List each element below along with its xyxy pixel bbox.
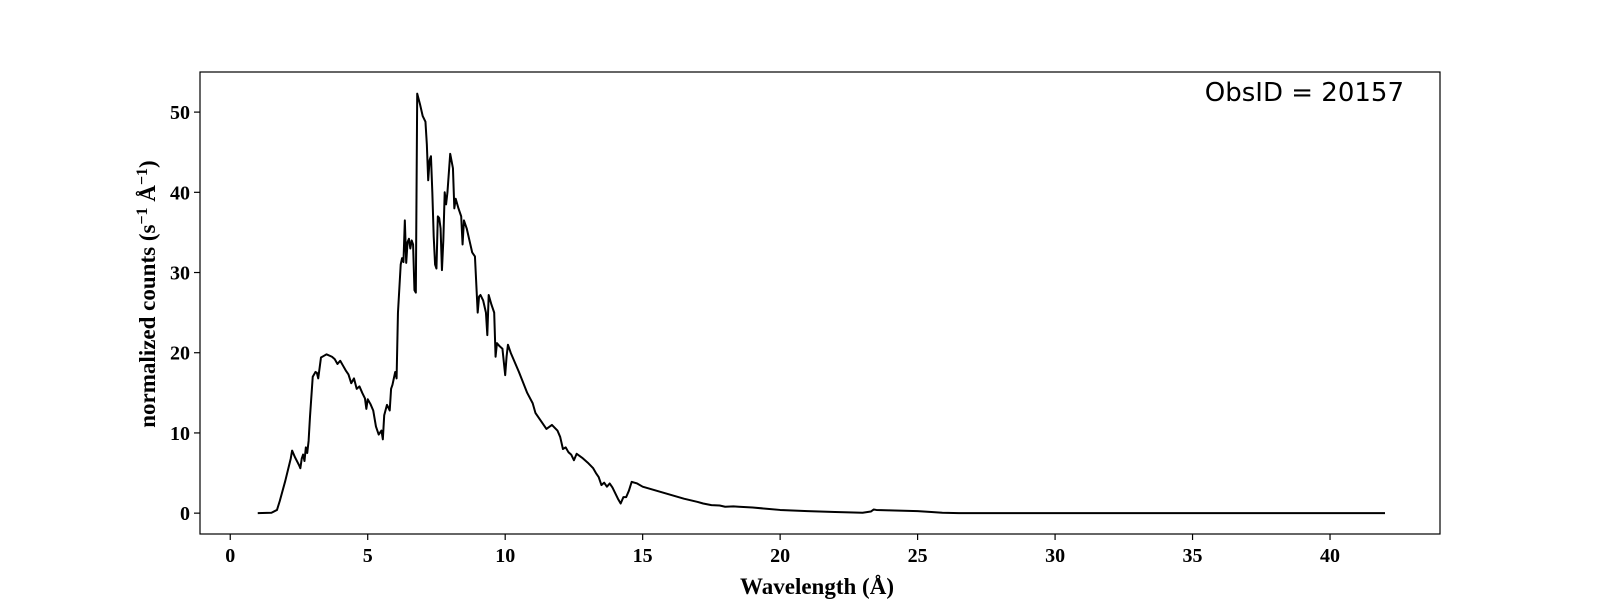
x-tick-label: 20 — [770, 545, 790, 567]
annotation-obsid: ObsID = 20157 — [1205, 78, 1404, 108]
x-tick-label: 40 — [1320, 545, 1340, 567]
y-tick-label: 10 — [170, 423, 190, 445]
x-tick-label: 30 — [1045, 545, 1065, 567]
y-axis-label: normalized counts (s−1 Å−1) — [134, 160, 161, 427]
y-tick-label: 20 — [170, 343, 190, 365]
y-axis-label-exp1: −1 — [134, 207, 151, 224]
y-tick-label: 30 — [170, 263, 190, 285]
plot-frame — [199, 71, 1441, 535]
x-tick-label: 10 — [495, 545, 515, 567]
y-axis-label-end: ) — [135, 160, 160, 168]
x-tick-label: 15 — [633, 545, 653, 567]
spectrum-line — [257, 92, 1386, 515]
x-tick-label: 5 — [363, 545, 373, 567]
series-layer — [257, 92, 1386, 515]
x-tick-label: 35 — [1183, 545, 1203, 567]
x-tick-label: 25 — [908, 545, 928, 567]
y-axis-label-exp2: −1 — [134, 168, 151, 185]
ticks-layer: 0 5 10 15 20 25 30 35 40 0 10 20 30 40 50 — [170, 102, 1340, 567]
y-axis-label-mid: Å — [135, 185, 160, 208]
y-axis-label-main: normalized counts (s — [135, 225, 160, 428]
y-tick-label: 40 — [170, 182, 190, 204]
y-tick-label: 0 — [180, 503, 190, 525]
y-tick-label: 50 — [170, 102, 190, 124]
x-tick-label: 0 — [225, 545, 235, 567]
x-axis-label: Wavelength (Å) — [740, 574, 894, 599]
